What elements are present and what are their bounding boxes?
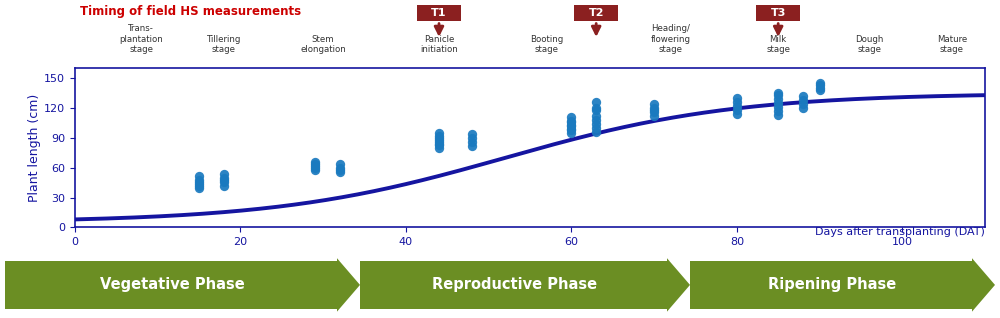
Polygon shape: [5, 261, 337, 309]
Point: [795, 98, 811, 103]
Text: Trans-
plantation
stage: Trans- plantation stage: [119, 24, 163, 54]
Text: Reproductive Phase: Reproductive Phase: [432, 277, 598, 293]
Point: [332, 169, 348, 174]
Point: [307, 165, 323, 170]
Point: [812, 83, 828, 88]
Text: Milk
stage: Milk stage: [766, 35, 790, 54]
Point: [588, 129, 604, 135]
Point: [216, 179, 232, 184]
Point: [191, 183, 207, 188]
Point: [563, 120, 579, 125]
Point: [770, 105, 786, 110]
Text: Mature
stage: Mature stage: [937, 35, 967, 54]
Point: [563, 119, 579, 124]
Polygon shape: [972, 258, 995, 312]
Text: Days after transplanting (DAT): Days after transplanting (DAT): [815, 227, 985, 237]
Point: [332, 165, 348, 170]
Point: [191, 181, 207, 186]
Y-axis label: Plant length (cm): Plant length (cm): [28, 94, 41, 202]
Point: [770, 100, 786, 106]
Point: [588, 125, 604, 130]
Point: [729, 100, 745, 105]
Point: [795, 102, 811, 107]
Text: Booting
stage: Booting stage: [530, 35, 563, 54]
Point: [563, 114, 579, 120]
Text: Ripening Phase: Ripening Phase: [768, 277, 897, 293]
Point: [307, 163, 323, 168]
Point: [216, 171, 232, 176]
Point: [563, 122, 579, 128]
Text: Timing of field HS measurements: Timing of field HS measurements: [80, 5, 301, 18]
Point: [307, 167, 323, 172]
Point: [191, 179, 207, 184]
Text: T3: T3: [770, 8, 786, 18]
Text: T1: T1: [431, 8, 447, 18]
Point: [729, 107, 745, 113]
Point: [729, 96, 745, 101]
Point: [770, 93, 786, 98]
Point: [812, 88, 828, 93]
Text: Dough
stage: Dough stage: [855, 35, 883, 54]
Point: [588, 118, 604, 123]
Point: [588, 106, 604, 111]
Point: [646, 102, 662, 107]
Text: Stem
elongation: Stem elongation: [300, 35, 346, 54]
Point: [588, 114, 604, 119]
Point: [216, 177, 232, 182]
Point: [729, 112, 745, 117]
Point: [464, 143, 480, 149]
Point: [812, 81, 828, 86]
Point: [307, 161, 323, 166]
Polygon shape: [690, 261, 972, 309]
Point: [729, 104, 745, 109]
Point: [431, 142, 447, 148]
Point: [431, 145, 447, 150]
Polygon shape: [360, 261, 667, 309]
Point: [563, 123, 579, 128]
Point: [307, 159, 323, 164]
Point: [464, 131, 480, 136]
Point: [795, 106, 811, 111]
Point: [588, 107, 604, 113]
Point: [646, 107, 662, 113]
Point: [332, 167, 348, 172]
Polygon shape: [337, 258, 360, 312]
Polygon shape: [667, 258, 690, 312]
Point: [770, 97, 786, 102]
Point: [646, 114, 662, 119]
Point: [431, 137, 447, 142]
Point: [770, 113, 786, 118]
Point: [770, 91, 786, 96]
Point: [216, 183, 232, 188]
Point: [431, 139, 447, 144]
Point: [812, 86, 828, 91]
Point: [588, 100, 604, 105]
Point: [588, 121, 604, 127]
Text: Heading/
flowering
stage: Heading/ flowering stage: [651, 24, 691, 54]
Point: [795, 93, 811, 99]
Point: [464, 135, 480, 141]
Point: [431, 135, 447, 141]
Point: [770, 108, 786, 114]
Text: Tillering
stage: Tillering stage: [207, 35, 241, 54]
Point: [431, 134, 447, 139]
Point: [646, 109, 662, 115]
Text: T2: T2: [588, 8, 604, 18]
Point: [431, 130, 447, 135]
Point: [563, 130, 579, 135]
Point: [563, 128, 579, 133]
Point: [646, 106, 662, 111]
Point: [191, 177, 207, 182]
Point: [216, 175, 232, 180]
Point: [431, 141, 447, 146]
Point: [332, 161, 348, 166]
Point: [191, 173, 207, 178]
Text: Panicle
initiation: Panicle initiation: [420, 35, 458, 54]
Point: [563, 127, 579, 132]
Point: [191, 185, 207, 190]
Text: Vegetative Phase: Vegetative Phase: [100, 277, 245, 293]
Point: [464, 139, 480, 144]
